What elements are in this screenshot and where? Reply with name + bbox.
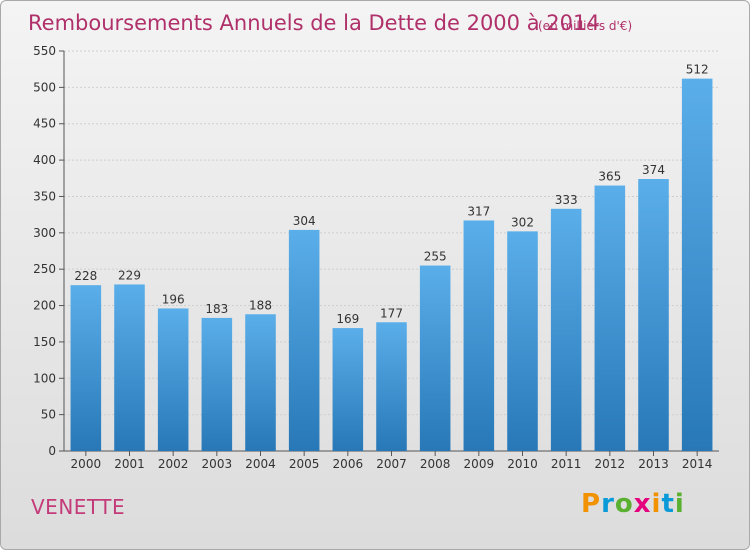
bar-value-label: 304 (293, 214, 316, 228)
logo-letter: i (651, 489, 662, 519)
x-tick-label: 2007 (376, 457, 407, 471)
y-tick-labels: 0 50 100 150 200 250 300 350 400 450 500 550 (33, 44, 56, 458)
y-tick-label: 300 (33, 226, 56, 240)
bar (463, 220, 495, 451)
y-tick-label: 150 (33, 335, 56, 349)
proxiti-logo: Proxiti (581, 489, 685, 519)
y-tick-label: 400 (33, 153, 56, 167)
bar (70, 285, 102, 451)
chart-title: Remboursements Annuels de la Dette de 20… (28, 11, 600, 35)
bar-value-label: 169 (336, 312, 359, 326)
bar-value-label: 229 (118, 268, 141, 282)
bar (288, 229, 320, 451)
y-tick-label: 100 (33, 371, 56, 385)
bar-value-label: 365 (598, 170, 621, 184)
y-tick-label: 250 (33, 262, 56, 276)
x-tick-label: 2003 (202, 457, 233, 471)
y-tick-label: 350 (33, 189, 56, 203)
x-tick-labels: 2000 2001 2002 2003 2004 2005 2006 2007 2008 2009… (71, 457, 713, 471)
location-name: VENETTE (31, 495, 126, 519)
logo-letter: t (661, 489, 675, 519)
x-tick-label: 2000 (71, 457, 102, 471)
bars (70, 78, 713, 452)
x-tick-label: 2013 (638, 457, 669, 471)
bar-value-label: 228 (74, 269, 97, 283)
x-tick-label: 2008 (420, 457, 451, 471)
bar (507, 231, 538, 451)
bar (201, 317, 233, 451)
bar-value-label: 302 (511, 215, 534, 229)
bar (332, 328, 364, 451)
x-tick-label: 2014 (682, 457, 713, 471)
bar-value-label: 317 (467, 204, 490, 218)
logo-letter: i (674, 489, 685, 519)
x-tick-label: 2005 (289, 457, 320, 471)
x-tick-label: 2002 (158, 457, 189, 471)
y-tick-label: 500 (33, 80, 56, 94)
bar (550, 208, 582, 451)
x-tick-label: 2006 (333, 457, 364, 471)
bar (681, 78, 713, 452)
bar (114, 284, 145, 451)
chart-subtitle: (en milliers d'€) (538, 19, 632, 33)
y-tick-label: 200 (33, 299, 56, 313)
logo-letter: o (614, 489, 634, 519)
bar (376, 322, 407, 451)
logo-letter: P (581, 489, 602, 519)
bar-value-label: 255 (424, 250, 447, 264)
x-tick-label: 2010 (507, 457, 538, 471)
bar-value-label: 333 (555, 193, 578, 207)
y-tick-label: 50 (41, 408, 56, 422)
x-tick-label: 2004 (245, 457, 276, 471)
x-tick-label: 2001 (114, 457, 145, 471)
bar (157, 308, 189, 451)
y-tick-label: 450 (33, 117, 56, 131)
bar-value-label: 374 (642, 163, 665, 177)
x-tick-label: 2012 (595, 457, 626, 471)
bar-value-label: 512 (686, 63, 709, 77)
bar-value-label: 196 (162, 292, 185, 306)
bar (594, 185, 626, 451)
y-tick-label: 0 (48, 444, 56, 458)
bar-value-label: 188 (249, 298, 272, 312)
bar-value-label: 177 (380, 306, 403, 320)
bar (638, 179, 669, 451)
logo-letter: r (601, 489, 615, 519)
bar-value-label: 183 (205, 302, 228, 316)
bar-value-labels: 228 229 196 183 188 304 169 177 255 317 302 333 365 3… (74, 63, 708, 326)
y-tick-label: 550 (33, 44, 56, 58)
x-tick-label: 2011 (551, 457, 582, 471)
bar (245, 314, 276, 451)
logo-letter: x (633, 489, 652, 519)
bar (419, 265, 451, 451)
x-tick-label: 2009 (464, 457, 495, 471)
